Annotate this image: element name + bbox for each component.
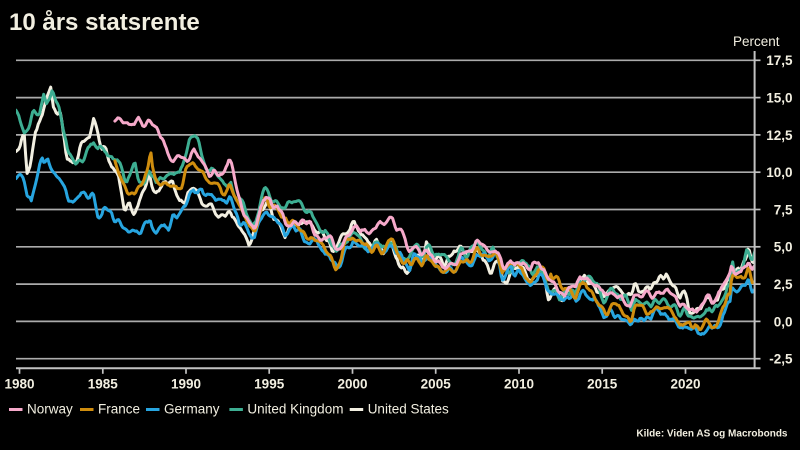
svg-text:Norway: Norway — [27, 402, 73, 417]
svg-text:2015: 2015 — [587, 377, 618, 392]
svg-text:0,0: 0,0 — [774, 314, 793, 329]
svg-text:Percent: Percent — [733, 34, 780, 49]
svg-text:1980: 1980 — [4, 377, 34, 392]
svg-text:1995: 1995 — [254, 377, 285, 392]
svg-text:1985: 1985 — [88, 377, 119, 392]
svg-text:2010: 2010 — [504, 377, 534, 392]
svg-text:12,5: 12,5 — [766, 128, 793, 143]
svg-text:Germany: Germany — [164, 402, 220, 417]
svg-text:10,0: 10,0 — [766, 165, 792, 180]
svg-text:France: France — [98, 402, 140, 417]
svg-text:2,5: 2,5 — [774, 277, 793, 292]
svg-text:10 års statsrente: 10 års statsrente — [9, 9, 200, 36]
svg-text:2020: 2020 — [670, 377, 700, 392]
svg-text:17,5: 17,5 — [766, 53, 793, 68]
svg-text:Kilde: Viden AS og Macrobonds: Kilde: Viden AS og Macrobonds — [636, 428, 788, 439]
svg-text:1990: 1990 — [171, 377, 201, 392]
svg-text:United Kingdom: United Kingdom — [247, 402, 343, 417]
svg-text:United States: United States — [368, 402, 449, 417]
svg-text:2005: 2005 — [421, 377, 452, 392]
svg-text:15,0: 15,0 — [766, 91, 792, 106]
svg-text:5,0: 5,0 — [774, 240, 793, 255]
svg-text:-2,5: -2,5 — [769, 352, 793, 367]
svg-text:7,5: 7,5 — [774, 202, 793, 217]
svg-text:2000: 2000 — [337, 377, 367, 392]
